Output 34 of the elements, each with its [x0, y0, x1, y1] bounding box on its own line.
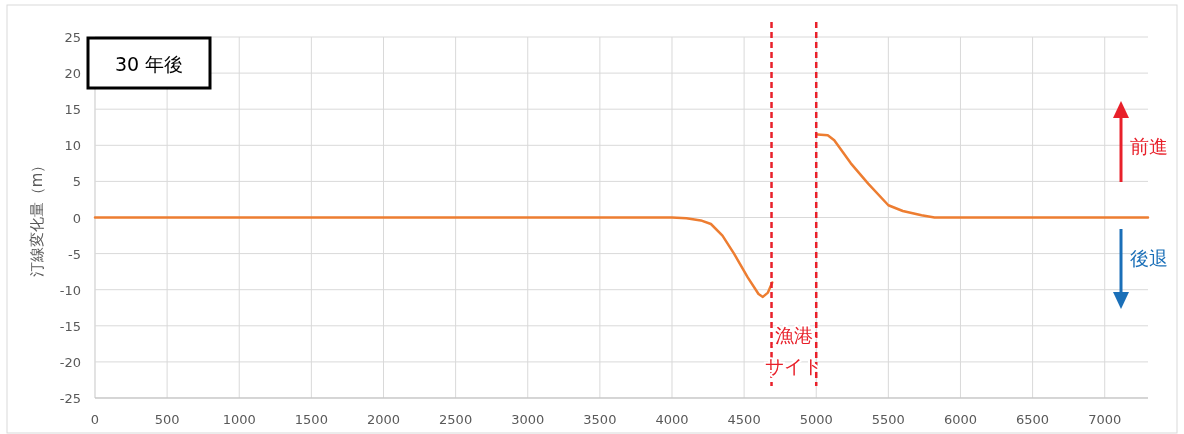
line-series [816, 133, 1150, 219]
y-tick-label: -20 [59, 354, 81, 370]
x-tick-label: 4500 [727, 412, 761, 427]
y-tick-label: -25 [59, 391, 81, 406]
annotation: 後退 [1130, 247, 1168, 269]
x-tick-label: 0 [90, 412, 100, 427]
y-tick-label: -10 [59, 282, 81, 298]
x-tick-label: 6000 [943, 412, 978, 427]
annotation: 前進 [1130, 135, 1168, 157]
y-tick-label: -5 [68, 246, 81, 262]
x-tick-label: 5500 [871, 412, 905, 427]
x-tick-label: 6500 [1016, 412, 1050, 427]
annotation: 30 年後 [114, 53, 184, 75]
x-tick-label: 2000 [366, 412, 401, 427]
y-tick-label: 10 [64, 138, 81, 154]
y-axis-title: 汀線変化量（m） [28, 157, 46, 278]
x-tick-label: 500 [154, 412, 180, 427]
x-tick-label: 3000 [511, 412, 545, 427]
y-tick-label: 15 [64, 102, 81, 118]
y-tick-label: 25 [64, 30, 81, 45]
annotation: サイト [765, 355, 823, 377]
line-series [93, 216, 774, 299]
x-tick-label: 7000 [1088, 412, 1122, 427]
y-tick-label: 0 [72, 210, 81, 226]
y-tick-label: 5 [72, 174, 81, 190]
x-tick-label: 1000 [222, 412, 256, 427]
y-tick-label: 20 [64, 66, 81, 82]
x-tick-label: 4000 [655, 412, 689, 427]
x-tick-label: 2500 [439, 412, 473, 427]
x-tick-label: 5000 [799, 412, 833, 427]
y-tick-label: -15 [59, 318, 81, 334]
annotation: 漁港 [774, 324, 813, 346]
x-tick-label: 3500 [583, 412, 617, 427]
x-tick-label: 1500 [294, 412, 328, 427]
